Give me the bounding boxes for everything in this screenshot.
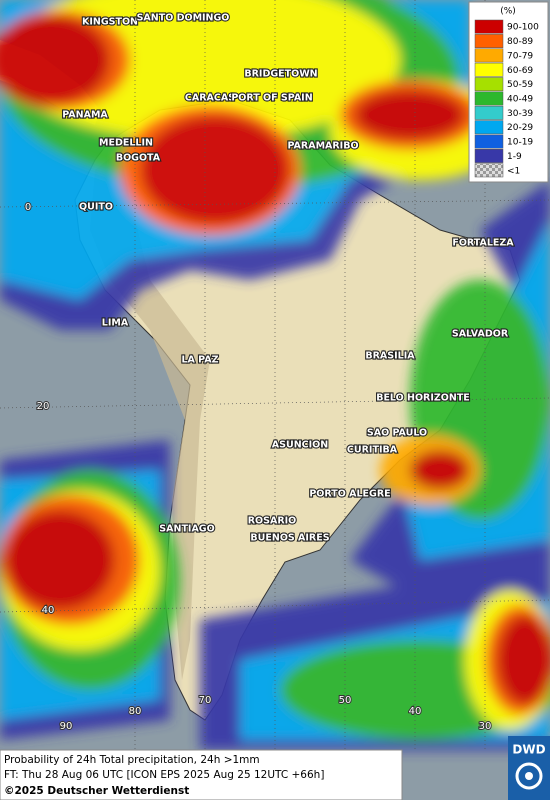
logo-icon — [515, 762, 543, 790]
city-label: QUITO — [79, 202, 113, 213]
city-label: SALVADOR — [452, 329, 509, 340]
footer-box — [0, 749, 403, 800]
city-label: KINGSTON — [82, 17, 138, 28]
city-label: SANTO DOMINGO — [137, 13, 230, 24]
footer-line: ©2025 Deutscher Wetterdienst — [4, 785, 189, 797]
legend-label: 10-19 — [507, 138, 533, 148]
city-label: MEDELLIN — [99, 138, 153, 149]
logo-icon — [525, 772, 533, 780]
city-label: SANTIAGO — [159, 524, 214, 535]
legend-label: 1-9 — [507, 152, 522, 162]
grid-label: 40 — [42, 605, 55, 616]
legend-swatch — [474, 149, 504, 163]
legend-swatch — [474, 62, 504, 77]
city-label: CARACAS — [185, 93, 235, 104]
city-label: FORTALEZA — [452, 238, 514, 249]
legend-label: <1 — [507, 166, 520, 176]
legend-label: 40-49 — [507, 95, 533, 105]
footer-line: Probability of 24h Total precipitation, … — [4, 754, 260, 766]
legend-swatch — [474, 120, 504, 135]
legend-label: 90-100 — [507, 23, 539, 33]
legend: (%) 90-100 80-89 70-79 60-69 50-59 40-49 30-39… — [468, 1, 549, 183]
grid-label: 50 — [339, 695, 352, 706]
precip-field — [0, 0, 550, 750]
legend-swatch — [474, 134, 504, 149]
grid-label: 70 — [199, 695, 212, 706]
city-label: CURITIBA — [347, 445, 398, 456]
legend-swatch — [474, 163, 504, 178]
city-label: ROSARIO — [248, 516, 297, 527]
grid-label: 20 — [37, 401, 50, 412]
city-label: BRIDGETOWN — [244, 69, 317, 80]
city-label: ASUNCION — [272, 440, 328, 451]
city-label: PARAMARIBO — [287, 141, 358, 152]
city-label: BELO HORIZONTE — [376, 393, 470, 404]
city-label: BRASILIA — [365, 351, 415, 362]
legend-label: 20-29 — [507, 123, 533, 133]
legend-label: 70-79 — [507, 51, 533, 61]
logo-text: DWD — [512, 743, 545, 757]
legend-swatch — [474, 105, 504, 120]
footer-line: FT: Thu 28 Aug 06 UTC [ICON EPS 2025 Aug… — [4, 769, 324, 781]
legend-swatch — [474, 19, 504, 34]
grid-label: 90 — [60, 721, 73, 732]
grid-label: 30 — [479, 721, 492, 732]
legend-swatch — [474, 48, 504, 63]
city-label: BOGOTA — [116, 153, 161, 164]
legend-label: 50-59 — [507, 80, 533, 90]
legend-swatch — [474, 91, 504, 106]
city-label: PORTO ALEGRE — [309, 489, 390, 500]
legend-label: 30-39 — [507, 109, 533, 119]
city-label: PANAMA — [62, 110, 108, 121]
city-label: PORT OF SPAIN — [231, 93, 312, 104]
city-label: BUENOS AIRES — [250, 533, 329, 544]
grid-label: 40 — [409, 706, 422, 717]
city-label: SAO PAULO — [367, 428, 427, 439]
grid-label: 0 — [25, 202, 31, 213]
legend-swatch — [474, 77, 504, 92]
legend-swatch — [474, 34, 504, 48]
city-label: LA PAZ — [181, 355, 218, 366]
city-label: LIMA — [102, 318, 129, 329]
grid-label: 80 — [129, 706, 142, 717]
legend-label: 60-69 — [507, 66, 533, 76]
legend-label: 80-89 — [507, 37, 533, 47]
legend-title: (%) — [500, 7, 516, 17]
